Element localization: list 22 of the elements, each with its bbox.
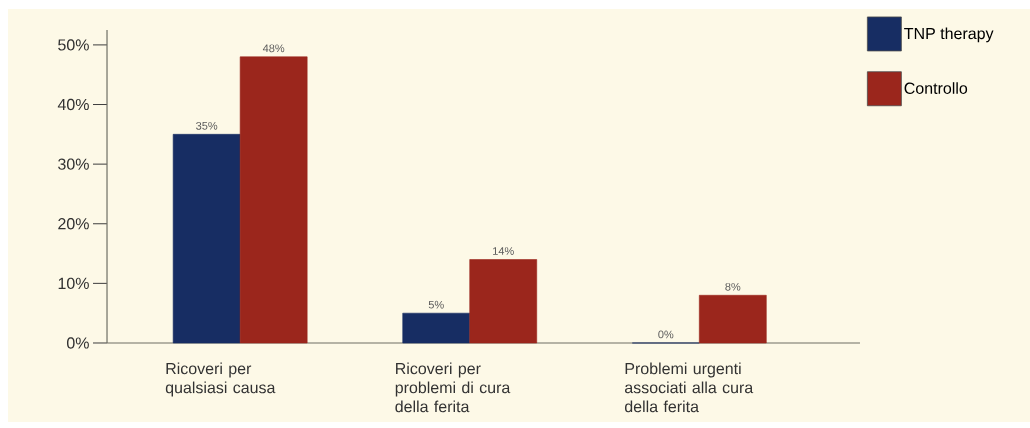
y-tick-label: 10% xyxy=(58,277,89,290)
bar xyxy=(402,312,471,344)
data-label: 0% xyxy=(658,330,674,339)
bar xyxy=(172,134,241,344)
y-tick-label: 40% xyxy=(57,98,89,111)
legend-label: Controllo xyxy=(904,82,968,94)
x-tick-label: Ricoveri per qualsiasi causa xyxy=(165,362,276,397)
data-label: 14% xyxy=(493,247,514,255)
data-label: 35% xyxy=(196,121,218,130)
bar xyxy=(699,294,767,344)
data-label: 8% xyxy=(725,282,741,291)
y-tick-label: 0% xyxy=(66,337,89,349)
y-tick-label: 20% xyxy=(58,218,89,230)
x-tick-label: Problemi urgenti associati alla cura della ferita xyxy=(624,362,754,413)
x-tick-label: Ricoveri per problemi di cura della ferita xyxy=(395,362,511,413)
y-tick-label: 50% xyxy=(58,39,89,51)
bar xyxy=(239,56,308,344)
bar xyxy=(469,259,538,344)
y-tick-label: 30% xyxy=(58,158,89,170)
legend-label: TNP therapy xyxy=(904,27,994,43)
data-label: 5% xyxy=(428,300,444,309)
data-label: 48% xyxy=(262,44,285,53)
